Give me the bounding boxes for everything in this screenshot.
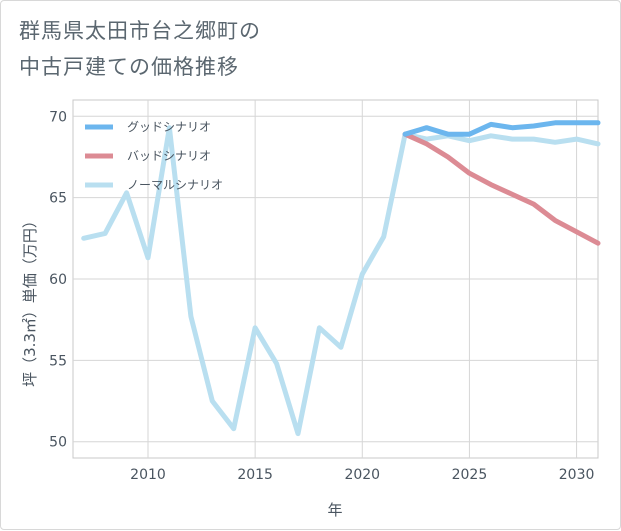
x-axis-title: 年 [327,501,342,519]
series-lines [81,120,601,437]
legend-label: ノーマルシナリオ [127,178,223,192]
y-tick-label: 65 [49,191,67,207]
series-line-2 [402,131,601,246]
x-tick-label: 2025 [452,467,488,483]
y-tick-label: 55 [49,353,67,369]
gridlines [73,100,598,458]
y-tick-label: 60 [49,272,67,288]
y-tick-label: 70 [49,109,67,125]
x-tick-label: 2030 [559,467,595,483]
x-tick-label: 2020 [344,467,380,483]
y-tick-label: 50 [49,435,67,451]
x-tick-label: 2010 [130,467,166,483]
x-tick-label: 2015 [237,467,273,483]
chart-title-line-2: 中古戸建ての価格推移 [19,55,239,79]
chart-title-line-1: 群馬県太田市台之郷町の [19,19,261,43]
legend-label: バッドシナリオ [127,149,211,163]
legend-label: グッドシナリオ [127,120,211,134]
x-axis-ticks: 2010 2015 2020 2025 2030 [130,467,594,483]
y-axis-title: 坪（3.3㎡）単価（万円） [21,213,39,387]
y-axis-ticks: 50 55 60 65 70 [49,109,67,450]
series-line-1 [402,120,601,137]
chart-title: 群馬県太田市台之郷町の 中古戸建ての価格推移 [19,13,261,85]
series-line-3 [81,125,601,437]
